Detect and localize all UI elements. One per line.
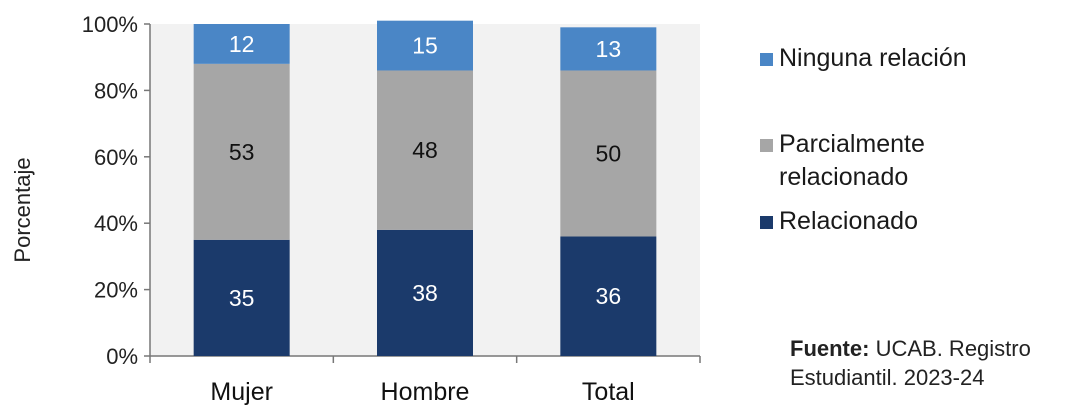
legend-item: Parcialmente relacionado (760, 128, 1060, 194)
legend-label: Ninguna relación (779, 44, 967, 72)
y-tick-label: 20% (94, 278, 138, 303)
data-label: 36 (596, 283, 622, 309)
bar-segment (193, 63, 290, 240)
data-label: 38 (412, 280, 438, 306)
source-label: Fuente: (790, 336, 870, 361)
legend-swatch (760, 139, 773, 152)
bar-segment (377, 70, 473, 230)
y-tick-label: 80% (94, 78, 138, 103)
y-tick-label: 0% (106, 344, 138, 369)
bar-segment (377, 229, 473, 356)
y-axis-label: Porcentaje (10, 157, 35, 262)
legend-swatch (760, 216, 773, 229)
data-label: 50 (596, 140, 622, 166)
x-category-label: Hombre (381, 378, 470, 406)
data-label: 53 (229, 139, 255, 165)
stacked-bar-chart: 0% 20% 40% 60% 80% 100% 35 53 12 Mujer 38 48 15 Homb… (10, 12, 701, 406)
y-tick-label: 40% (94, 211, 138, 236)
source-note: Fuente: UCAB. Registro Estudiantil. 2023… (790, 334, 1070, 392)
legend-label: Parcialmente relacionado (779, 130, 925, 191)
data-label: 35 (229, 285, 255, 311)
y-tick-label: 100% (82, 12, 138, 37)
legend-label: Relacionado (779, 207, 918, 235)
legend-item: Relacionado (760, 205, 1060, 238)
legend-item: Ninguna relación (760, 42, 1060, 75)
bars: 35 53 12 Mujer 38 48 15 Hombre 36 50 13 Total (193, 20, 657, 406)
bar-segment (560, 236, 657, 356)
bar-segment (193, 239, 290, 356)
bar-segment (193, 24, 290, 64)
data-label: 13 (596, 36, 622, 62)
y-tick-label: 60% (94, 145, 138, 170)
data-label: 12 (229, 31, 255, 57)
data-label: 15 (412, 33, 438, 59)
data-label: 48 (412, 137, 438, 163)
legend-swatch (760, 53, 773, 66)
bar-segment (560, 70, 657, 237)
x-category-label: Total (582, 378, 635, 406)
source-text: UCAB. Registro Estudiantil. 2023-24 (790, 336, 1031, 390)
bar-segment (560, 27, 657, 71)
x-category-label: Mujer (210, 378, 273, 406)
bar-segment (377, 20, 473, 71)
